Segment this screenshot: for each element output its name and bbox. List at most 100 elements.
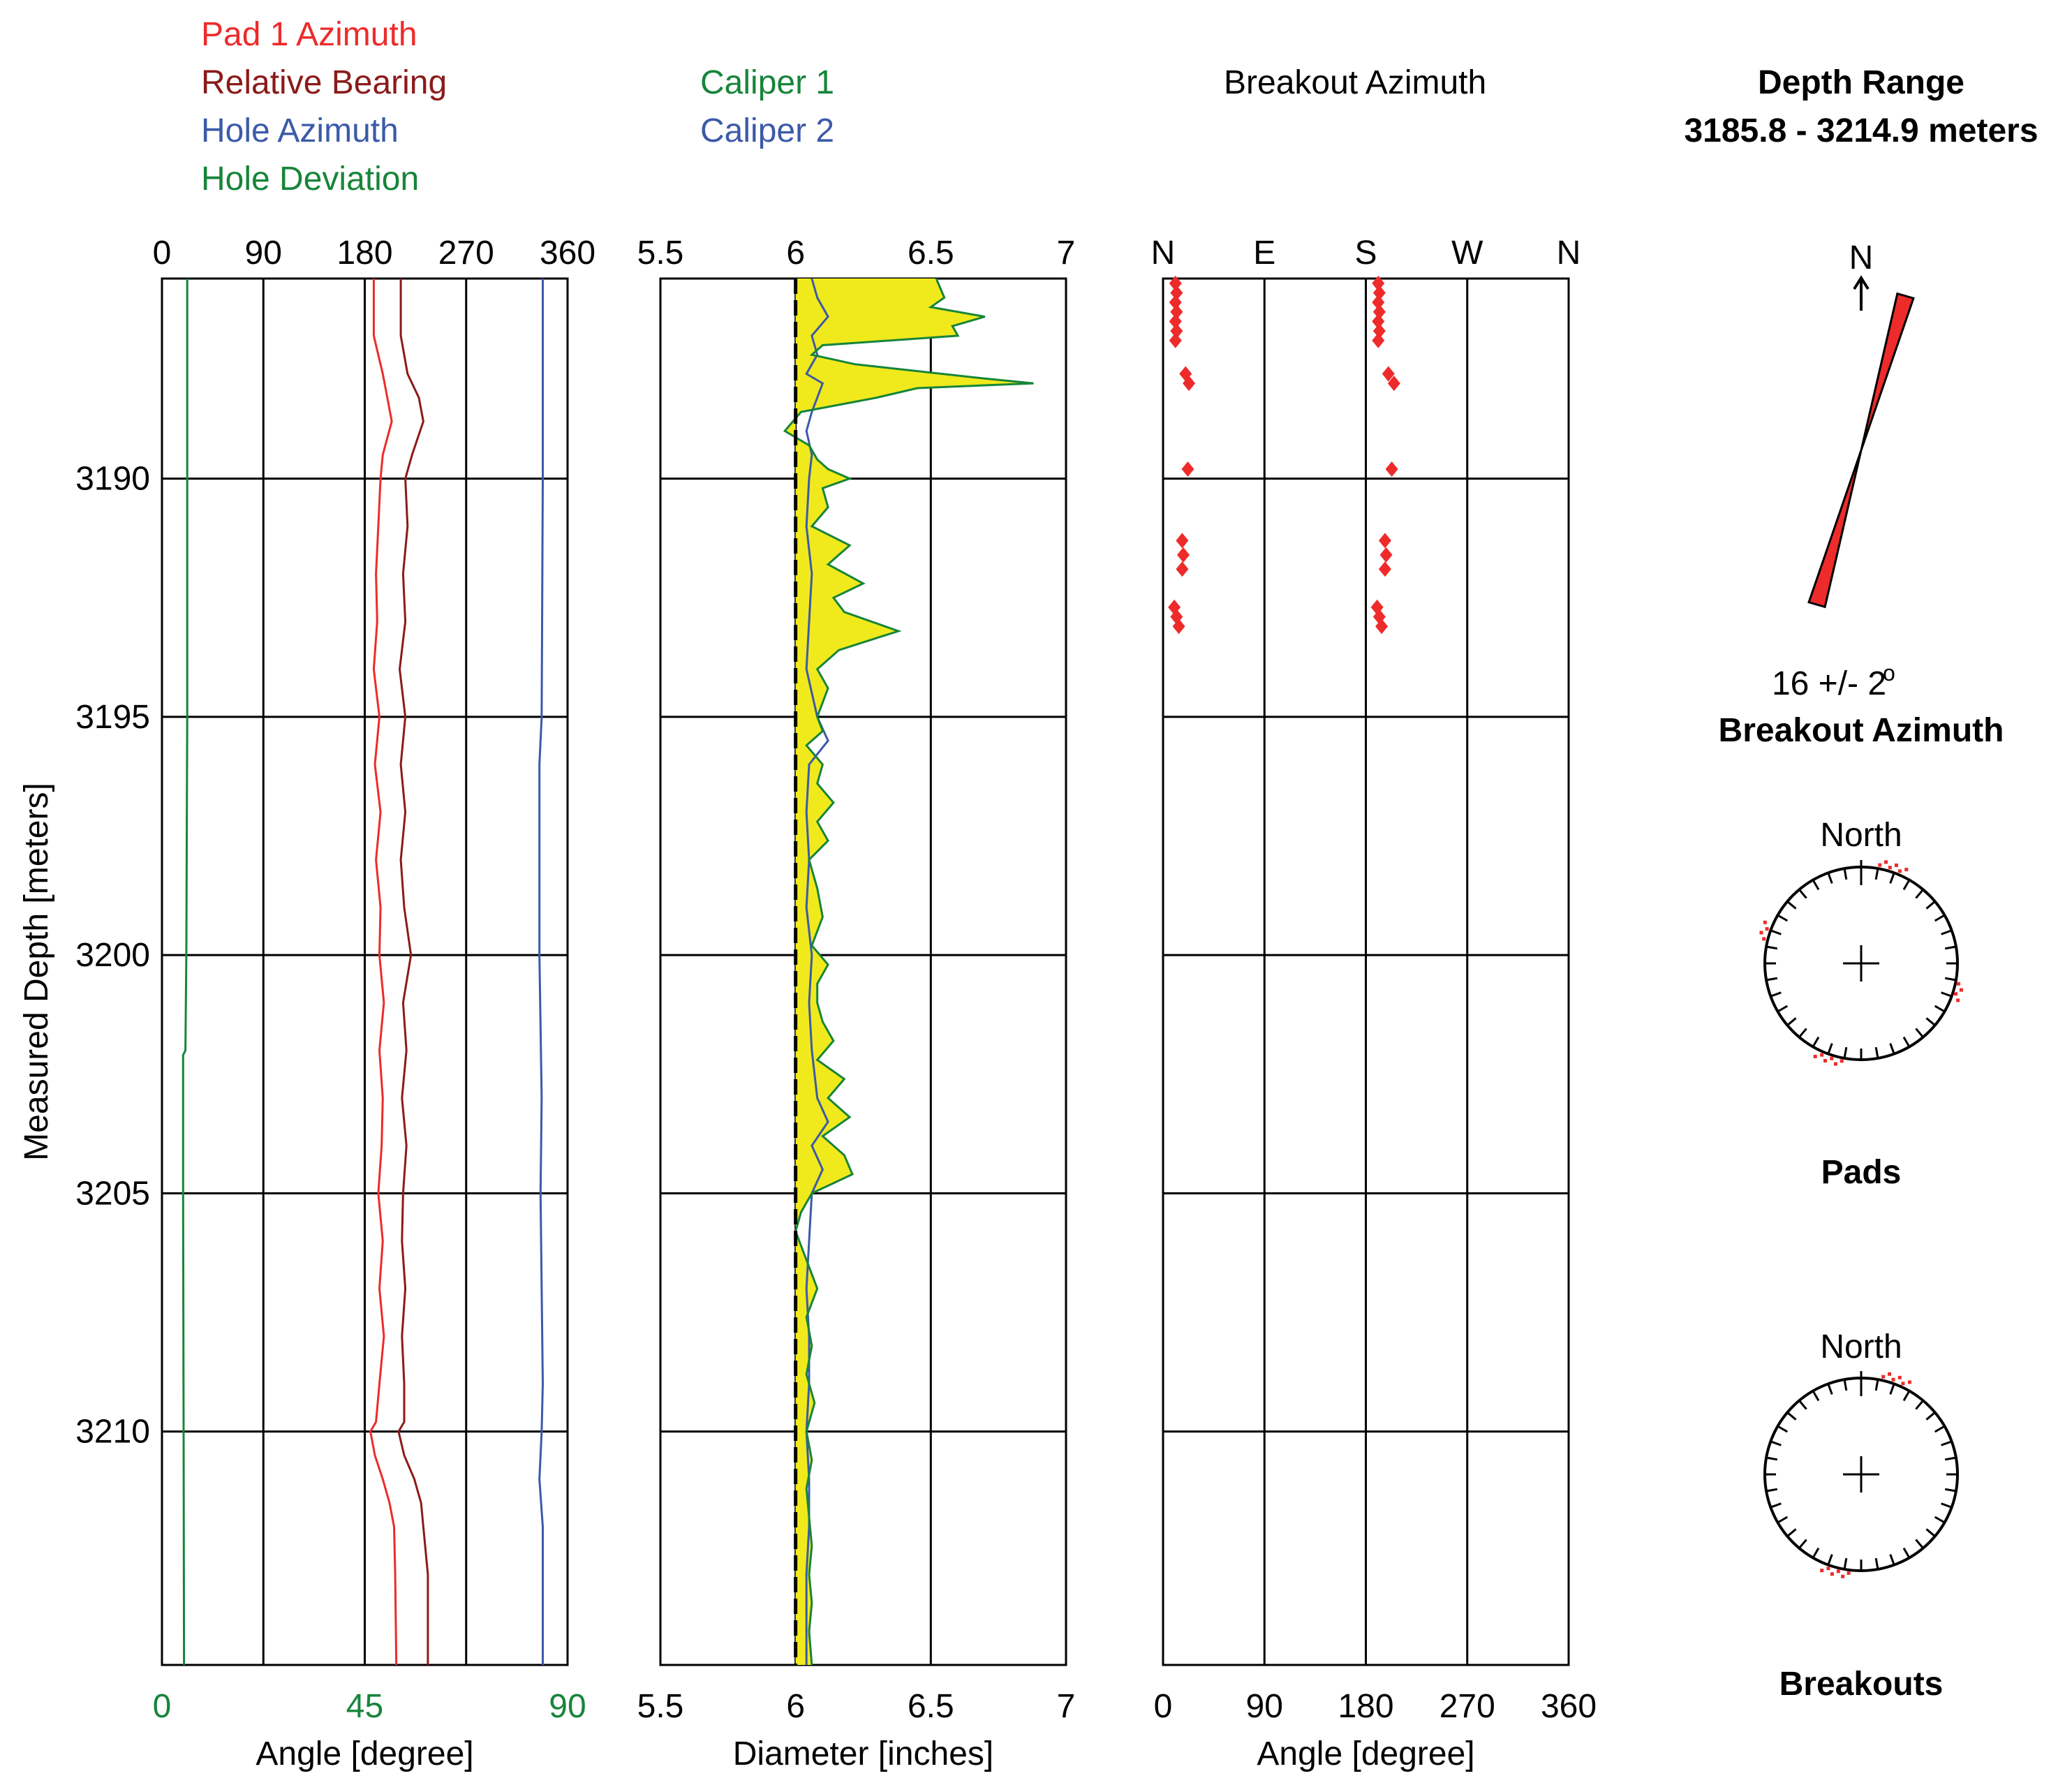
polar-tick [1843,1557,1848,1570]
top-tick-label: 6 [786,235,805,272]
polar-marker [1878,863,1882,867]
polar-marker [1820,1053,1824,1057]
polar-tick [1827,1554,1833,1566]
breakout-point [1379,547,1393,563]
polar-tick [1798,889,1807,899]
breakout-point [1176,533,1189,549]
legend-hole-deviation: Hole Deviation [201,161,419,198]
polar-tick [1944,945,1957,950]
top-tick-label: N [1151,235,1176,272]
polar-tick [1786,1412,1797,1421]
polar-tick [1925,1528,1936,1537]
polar-marker [1830,1056,1834,1060]
bottom-tick-label: 7 [1057,1688,1076,1725]
polar-marker [1840,1059,1844,1063]
caliper-track: 5.5 6 6.5 7 5.5 6 6.5 7 Diameter [inches] [637,235,1076,1772]
series-line-caliper-1 [783,278,1034,1666]
rose-petal-north [1860,292,1915,451]
polar-tick [1827,1383,1833,1395]
breakout-point [1170,323,1183,339]
polar-tick [1925,1017,1936,1026]
polar-tick [1786,1017,1797,1026]
polar-tick [1812,879,1820,891]
polar-marker [1888,866,1892,870]
top-tick-label: 6.5 [908,235,954,272]
breakout-point [1372,285,1386,301]
series-line-hole-azimuth [538,279,545,1665]
polar-tick [1944,977,1957,982]
rose-north-label: N [1849,239,1874,276]
top-tick-label: 5.5 [637,235,684,272]
breakout-point [1372,332,1385,348]
polar-marker [1897,1375,1902,1379]
polar-marker [1956,998,1960,1002]
polar-tick [1902,1547,1911,1559]
top-tick-label: 180 [336,235,392,272]
polar-marker [1841,1574,1845,1578]
breakout-point [1372,275,1385,291]
polar-tick [1798,1028,1807,1038]
polar-tick [1915,1028,1924,1038]
polar-tick [1941,991,1953,998]
breakout-point [1176,561,1189,577]
bottom-tick-label: 180 [1338,1688,1393,1725]
top-tick-label: E [1253,235,1275,272]
polar-marker [1956,982,1960,986]
polar-tick [1925,1412,1936,1421]
breakouts-label: Breakouts [1779,1666,1944,1703]
polar-marker [1823,1059,1828,1063]
breakout-point [1170,285,1183,301]
bottom-tick-label: 90 [549,1688,586,1725]
bottom-tick-label: 0 [153,1688,172,1725]
polar-marker [1846,1571,1851,1575]
polar-tick [1766,945,1778,950]
polar-marker [1954,992,1958,996]
breakout-point [1181,461,1194,477]
polar-marker [1904,868,1909,872]
polar-tick [1925,901,1936,910]
breakout-point [1378,561,1391,577]
bottom-tick-label: 0 [1154,1688,1173,1725]
polar-tick [1934,1005,1946,1013]
polar-tick [1770,1440,1782,1446]
degree-symbol: o [1883,660,1895,686]
caliper-fill-area [785,279,1034,1665]
polar-tick [1934,914,1946,922]
breakout-point [1372,323,1386,339]
pads-north-label: North [1820,817,1902,854]
polar-tick [1843,868,1848,880]
breakout-point [1372,304,1386,320]
breakout-point [1385,461,1398,477]
polar-marker [1820,1569,1824,1573]
x-axis-label: Angle [degree] [256,1735,473,1772]
polar-marker [1881,1375,1886,1379]
bottom-tick-label: 6 [786,1688,805,1725]
polar-tick [1798,1539,1807,1549]
polar-marker [1765,927,1769,931]
breakout-point [1378,533,1391,549]
polar-marker [1897,869,1902,873]
series-line-pad-1-azimuth [369,279,398,1666]
rose-label: Breakout Azimuth [1719,712,2004,749]
polar-marker [1763,920,1767,924]
breakouts-north-label: North [1820,1328,1902,1365]
rose-petal-south [1807,450,1863,609]
polar-tick [1889,1554,1895,1566]
polar-marker [1830,1572,1834,1576]
depth-range-title: Depth Range [1758,64,1964,101]
polar-tick [1874,1046,1879,1059]
polar-tick [1944,1456,1957,1461]
polar-tick [1777,1005,1789,1013]
top-tick-label: 360 [540,235,595,272]
polar-marker [1759,931,1763,935]
series-line-hole-deviation [182,279,188,1666]
breakout-azimuth-track: N E S W N 0 90 180 270 360 Angle [degree] [1151,235,1597,1772]
polar-tick [1902,1390,1911,1402]
polar-tick [1843,1046,1848,1059]
bottom-tick-label: 6.5 [908,1688,954,1725]
polar-tick [1798,1400,1807,1410]
polar-tick [1941,929,1953,935]
breakout-point [1169,295,1182,311]
polar-tick [1786,901,1797,910]
